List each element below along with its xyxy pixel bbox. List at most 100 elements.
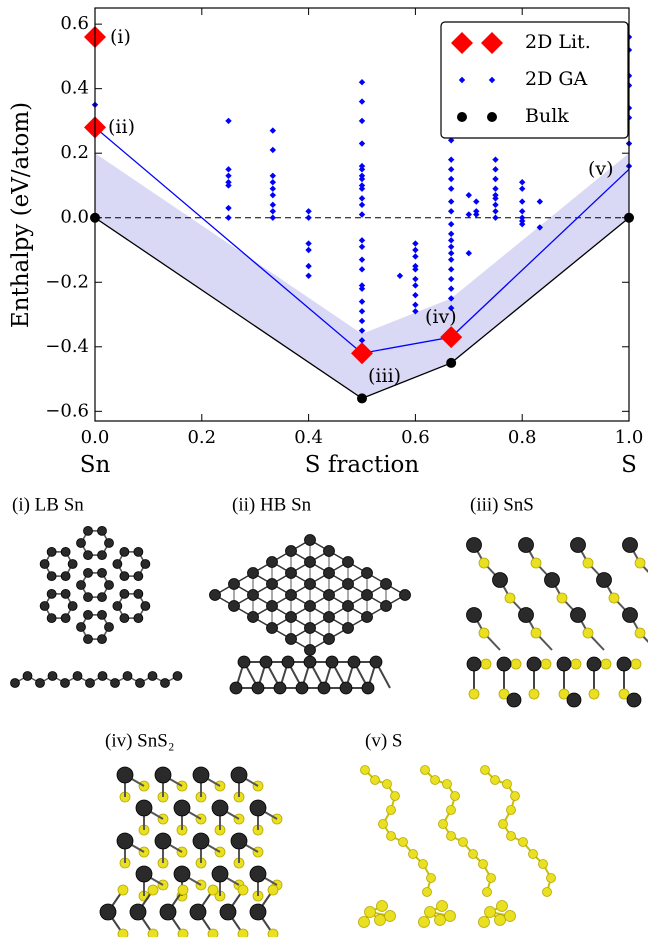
atom bbox=[98, 610, 107, 619]
atom bbox=[77, 581, 86, 590]
atom bbox=[589, 689, 599, 699]
atom bbox=[61, 679, 70, 688]
atom bbox=[443, 780, 452, 789]
ga-point bbox=[359, 176, 365, 182]
ga-point bbox=[359, 79, 365, 85]
atom bbox=[267, 601, 278, 612]
atom bbox=[212, 800, 228, 816]
atom bbox=[399, 838, 408, 847]
atom bbox=[238, 885, 248, 895]
ga-point bbox=[225, 118, 231, 124]
atom bbox=[155, 833, 171, 849]
x-tick-label: 0.2 bbox=[187, 427, 216, 448]
atom bbox=[343, 579, 354, 590]
atom bbox=[601, 659, 611, 669]
x-end-label: S bbox=[621, 452, 637, 478]
ga-point bbox=[359, 256, 365, 262]
ga-point bbox=[492, 195, 498, 201]
atom bbox=[286, 568, 297, 579]
atom bbox=[105, 581, 114, 590]
ga-point bbox=[359, 202, 365, 208]
ga-point bbox=[305, 273, 311, 279]
atom bbox=[609, 593, 619, 603]
atom bbox=[304, 656, 316, 668]
atom bbox=[340, 682, 352, 694]
atom bbox=[210, 590, 221, 601]
ga-point bbox=[225, 173, 231, 179]
atom bbox=[161, 679, 170, 688]
ga-point bbox=[448, 185, 454, 191]
atom bbox=[68, 602, 77, 611]
legend-label: 2D GA bbox=[525, 68, 588, 90]
atom bbox=[141, 560, 150, 569]
atom bbox=[507, 806, 516, 815]
atom bbox=[130, 904, 146, 920]
ga-point bbox=[305, 240, 311, 246]
atom bbox=[623, 538, 638, 553]
atom bbox=[134, 547, 143, 556]
atom bbox=[260, 656, 272, 668]
atom bbox=[250, 800, 266, 816]
atom bbox=[324, 546, 335, 557]
atom bbox=[120, 614, 129, 623]
atom bbox=[623, 608, 638, 623]
y-tick-label: 0.4 bbox=[60, 78, 89, 99]
atom bbox=[250, 866, 266, 882]
ga-point bbox=[270, 208, 276, 214]
atom bbox=[305, 579, 316, 590]
atom bbox=[324, 634, 335, 645]
atom bbox=[61, 547, 70, 556]
ga-point bbox=[359, 308, 365, 314]
ga-point bbox=[466, 250, 472, 256]
ga-point bbox=[225, 166, 231, 172]
atom bbox=[571, 538, 586, 553]
bulk-point bbox=[446, 358, 456, 368]
ga-point bbox=[359, 244, 365, 250]
x-axis-label: S fraction bbox=[305, 452, 420, 478]
atom bbox=[286, 590, 297, 601]
atom bbox=[286, 612, 297, 623]
ga-point bbox=[270, 127, 276, 133]
ga-point bbox=[473, 198, 479, 204]
atom bbox=[98, 526, 107, 535]
atom bbox=[238, 656, 250, 668]
y-tick-label: 0.2 bbox=[60, 142, 89, 163]
ga-point bbox=[270, 215, 276, 221]
legend-marker bbox=[487, 112, 497, 122]
atom bbox=[627, 693, 641, 707]
atom bbox=[409, 850, 418, 859]
atom bbox=[467, 538, 482, 553]
atom bbox=[499, 820, 508, 829]
ga-point bbox=[492, 215, 498, 221]
ga-point bbox=[270, 192, 276, 198]
atom bbox=[84, 635, 93, 644]
atom bbox=[495, 915, 506, 926]
atom bbox=[400, 590, 411, 601]
ga-point bbox=[448, 208, 454, 214]
ga-point bbox=[412, 282, 418, 288]
atom bbox=[40, 602, 49, 611]
atom bbox=[84, 551, 93, 560]
atom bbox=[421, 766, 430, 775]
atom bbox=[100, 904, 116, 920]
atom bbox=[286, 546, 297, 557]
ga-point bbox=[270, 147, 276, 153]
ga-point bbox=[448, 244, 454, 250]
atom bbox=[459, 838, 468, 847]
atom bbox=[479, 628, 489, 638]
atom bbox=[483, 888, 492, 897]
atom bbox=[148, 672, 157, 681]
atom bbox=[305, 645, 316, 656]
ga-point bbox=[492, 185, 498, 191]
atom bbox=[98, 568, 107, 577]
atom bbox=[111, 679, 120, 688]
atom bbox=[383, 780, 392, 789]
ga-point bbox=[305, 263, 311, 269]
atom bbox=[178, 929, 188, 937]
y-tick-label: 0.0 bbox=[60, 207, 89, 228]
atom bbox=[497, 657, 511, 671]
atom bbox=[324, 612, 335, 623]
atom bbox=[120, 547, 129, 556]
atom bbox=[113, 560, 122, 569]
y-tick-label: 0.6 bbox=[60, 13, 89, 34]
